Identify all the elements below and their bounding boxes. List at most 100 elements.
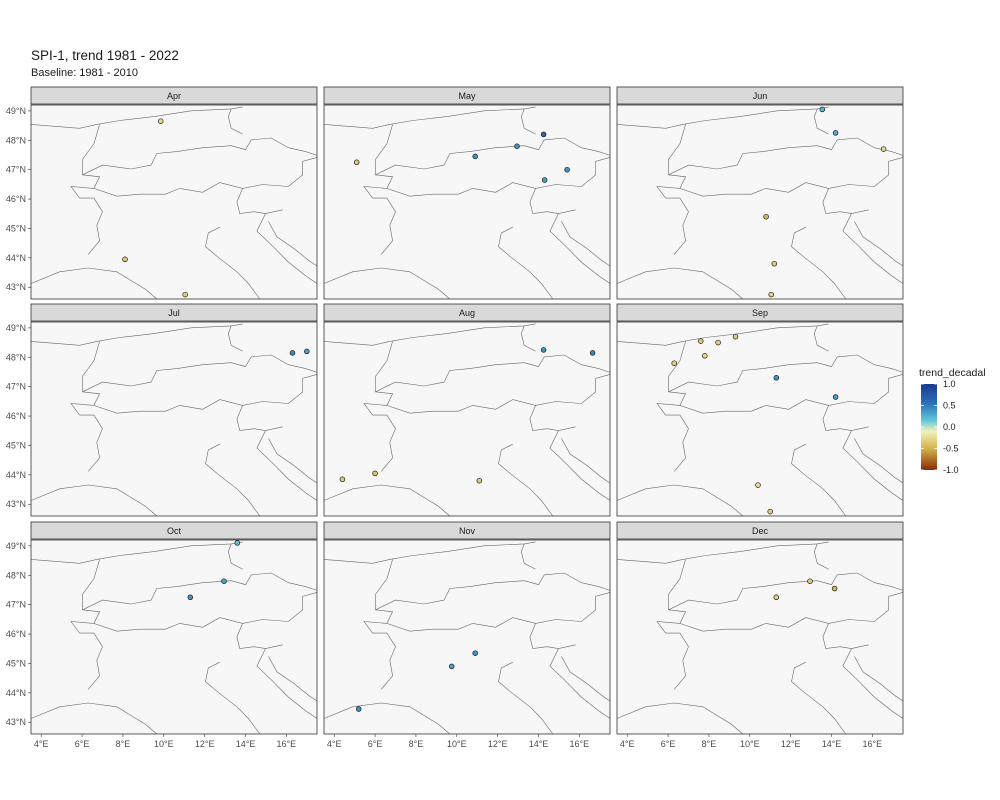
- x-tick-label: 14°E: [529, 739, 549, 749]
- border-line: [82, 354, 318, 393]
- y-tick-label: 46°N: [6, 194, 26, 204]
- panel-jul: Jul 49°N 48°N 47°N 46°N 45°N 44°N 43°N: [6, 303, 318, 517]
- y-tick-label: 46°N: [6, 629, 26, 639]
- border-line: [498, 661, 554, 735]
- data-point: [831, 585, 838, 592]
- chart-title: SPI-1, trend 1981 - 2022: [31, 48, 179, 63]
- x-tick-label: 14°E: [236, 739, 256, 749]
- data-point: [880, 146, 887, 152]
- border-line: [616, 106, 829, 129]
- border-line: [813, 543, 829, 570]
- data-point: [476, 477, 483, 484]
- border-line: [616, 267, 743, 300]
- border-line: [70, 341, 103, 472]
- border-line: [93, 374, 318, 414]
- panel-dec: Dec 4°E 6°E 8°E 10°E 12°E 14°E 16°E: [616, 521, 904, 749]
- data-point: [768, 291, 774, 298]
- panel-strip-label: May: [458, 91, 476, 101]
- border-line: [30, 323, 243, 346]
- border-line: [82, 572, 318, 611]
- x-tick-label: 8°E: [116, 739, 131, 749]
- y-tick-label: 47°N: [6, 600, 26, 610]
- border-line: [549, 213, 611, 284]
- data-point: [767, 508, 773, 515]
- x-tick-label: 12°E: [195, 739, 215, 749]
- border-line: [668, 354, 904, 393]
- border-line: [363, 124, 396, 255]
- border-line: [256, 213, 318, 284]
- panel-strip-label: Sep: [752, 308, 768, 318]
- border-line: [791, 443, 847, 517]
- basemap-borders: [30, 541, 318, 735]
- border-line: [842, 213, 904, 284]
- panel-may: May: [323, 86, 611, 300]
- border-line: [822, 188, 869, 214]
- border-line: [842, 430, 904, 501]
- basemap-borders: [323, 323, 611, 517]
- data-point: [157, 118, 164, 124]
- legend-label: 0.0: [943, 422, 956, 432]
- data-point: [819, 106, 826, 113]
- data-point: [221, 578, 227, 584]
- panel-strip: [616, 521, 904, 540]
- panel-apr: Apr 49°N 48°N 47°N 46°N 45°N 44°N 43°N: [6, 86, 318, 300]
- data-point: [773, 594, 780, 601]
- data-point: [771, 260, 778, 267]
- border-line: [323, 323, 536, 346]
- data-point: [564, 166, 570, 173]
- data-point: [589, 350, 596, 356]
- border-line: [520, 108, 536, 135]
- y-tick-label: 48°N: [6, 570, 26, 580]
- border-line: [842, 648, 904, 719]
- border-line: [520, 325, 536, 352]
- y-tick-label: 49°N: [6, 106, 26, 116]
- border-line: [30, 267, 157, 300]
- border-line: [268, 656, 318, 702]
- border-line: [323, 106, 536, 129]
- panel-background: [324, 540, 610, 734]
- panel-strip: [616, 86, 904, 105]
- panel-background: [617, 540, 903, 734]
- border-line: [205, 226, 261, 300]
- border-line: [323, 484, 450, 517]
- basemap-borders: [323, 106, 611, 300]
- y-tick-label: 45°N: [6, 658, 26, 668]
- border-line: [82, 137, 318, 176]
- panel-background: [324, 322, 610, 516]
- data-point: [472, 650, 478, 656]
- x-tick-label: 12°E: [781, 739, 801, 749]
- border-line: [791, 661, 847, 735]
- legend-label: -1.0: [943, 465, 959, 475]
- border-line: [386, 374, 611, 414]
- data-point: [832, 394, 839, 400]
- border-line: [520, 543, 536, 570]
- data-point: [671, 360, 677, 366]
- border-line: [236, 405, 283, 431]
- panel-sep: Sep: [616, 303, 904, 517]
- panel-aug: Aug: [323, 303, 611, 517]
- data-point: [187, 594, 194, 601]
- border-line: [386, 592, 611, 632]
- border-line: [668, 572, 904, 611]
- panel-nov: Nov 4°E 6°E 8°E 10°E 12°E 14°E 16°E: [323, 521, 611, 749]
- border-line: [205, 661, 261, 735]
- border-line: [656, 124, 689, 255]
- border-line: [256, 430, 318, 501]
- panel-oct: Oct 49°N 48°N 47°N 46°N 45°N 44°N 43°N 4°E 6°E 8°E…: [6, 521, 318, 749]
- x-tick-label: 10°E: [447, 739, 467, 749]
- data-point: [448, 663, 455, 670]
- panel-frame: [323, 104, 611, 300]
- data-point: [763, 213, 769, 220]
- data-point: [541, 177, 548, 183]
- x-tick-label: 16°E: [570, 739, 590, 749]
- panel-frame: [30, 321, 318, 517]
- border-line: [679, 374, 904, 414]
- y-tick-label: 45°N: [6, 440, 26, 450]
- y-tick-label: 47°N: [6, 382, 26, 392]
- panel-frame: [616, 321, 904, 517]
- x-tick-label: 10°E: [154, 739, 174, 749]
- border-line: [323, 702, 450, 735]
- x-tick-label: 4°E: [620, 739, 635, 749]
- border-line: [227, 108, 243, 135]
- x-tick-label: 16°E: [863, 739, 883, 749]
